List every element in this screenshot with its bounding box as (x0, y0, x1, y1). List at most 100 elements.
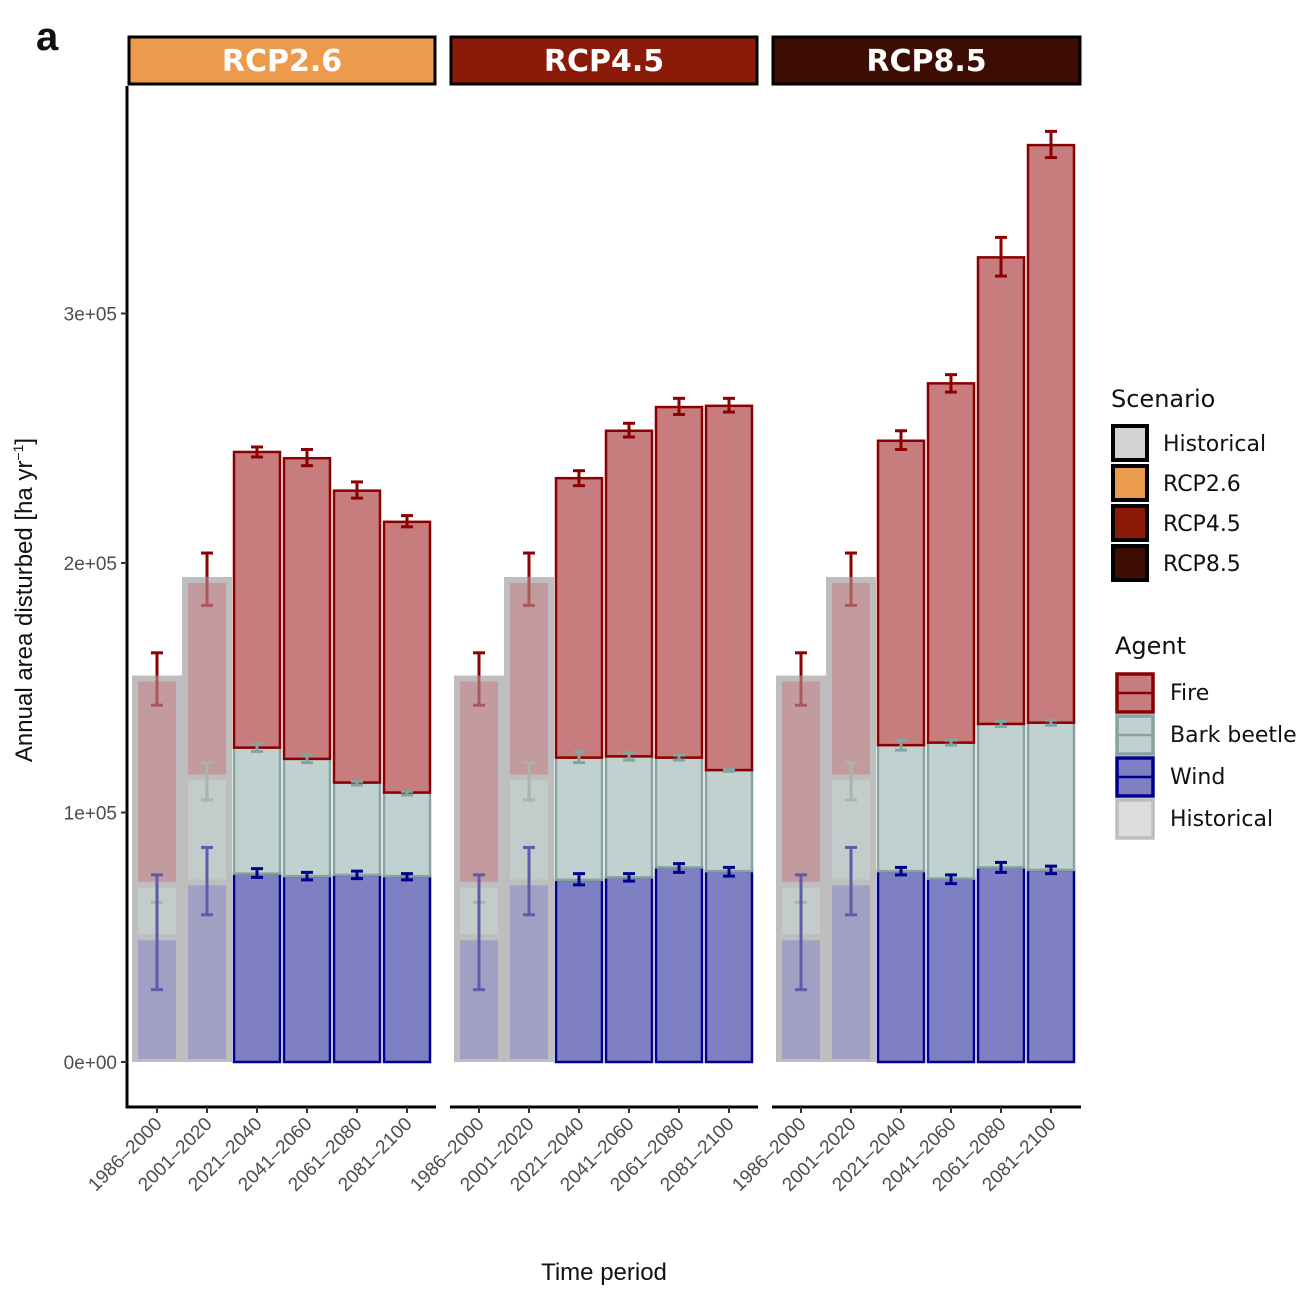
bar-stack (654, 396, 704, 1064)
facet-strip-label: RCP4.5 (544, 44, 664, 79)
bar-segment-fire (704, 404, 754, 772)
errorbar-fire (473, 651, 485, 707)
bar-segment-bark-beetle (554, 756, 604, 882)
errorbar-fire (795, 651, 807, 707)
errorbar-fire (845, 551, 857, 607)
bar-segment-fire (460, 681, 498, 882)
bar-stack (876, 429, 926, 1064)
bar-segment-wind (926, 877, 976, 1064)
errorbar-bark-beetle (201, 761, 213, 802)
bar-stack (232, 445, 282, 1064)
errorbar-bark-beetle (895, 738, 907, 752)
errorbar-wind (351, 869, 363, 881)
bar-segment-fire (654, 405, 704, 759)
errorbar-wind (151, 873, 163, 992)
errorbar-wind (723, 865, 735, 878)
errorbar-fire (151, 651, 163, 707)
errorbar-fire (573, 469, 585, 488)
bar-segment-fire (782, 681, 820, 882)
bar-segment-wind (1026, 868, 1076, 1064)
legend-key-scenario (1111, 504, 1149, 542)
bar-stack (282, 447, 332, 1064)
bar-segment-bark-beetle (604, 755, 654, 879)
bar-segment-wind (876, 869, 926, 1064)
errorbar-bark-beetle (351, 779, 363, 787)
bar-segment-fire (876, 439, 926, 747)
bar-stack (704, 396, 754, 1064)
bar-segment-bark-beetle (232, 746, 282, 875)
facet-strips: RCP2.6 RCP4.5 RCP8.5 (127, 35, 1082, 86)
y-tick-label: 0e+00 (64, 1053, 117, 1074)
legend-label-scenario: RCP2.6 (1163, 472, 1241, 497)
bar-segment-wind (704, 869, 754, 1064)
errorbar-bark-beetle (845, 761, 857, 802)
bar-stack (132, 651, 182, 1062)
x-axis-title: Time period (541, 1259, 667, 1286)
bar-stack (776, 651, 826, 1062)
bar-segment-fire (1026, 143, 1076, 724)
bar-stack (926, 373, 976, 1064)
bar-segment-wind (554, 878, 604, 1064)
errorbar-bark-beetle (1045, 718, 1057, 727)
legend-key-scenario (1111, 424, 1149, 462)
y-axis-title-end: ] (11, 438, 38, 445)
bar-stack (332, 480, 382, 1064)
bar-segment-bark-beetle (1026, 721, 1076, 872)
bar-segment-wind (654, 866, 704, 1064)
errorbar-bark-beetle (301, 753, 313, 765)
errorbar-bark-beetle (573, 749, 585, 765)
legend-label-agent: Bark beetle (1170, 723, 1297, 748)
bar-segment-fire (926, 382, 976, 744)
errorbar-wind (473, 873, 485, 992)
errorbar-wind (1045, 864, 1057, 876)
errorbar-fire (201, 551, 213, 607)
bar-segment-bark-beetle (654, 756, 704, 869)
errorbar-fire (895, 429, 907, 451)
bar-segment-wind (332, 873, 382, 1064)
errorbar-bark-beetle (401, 789, 413, 797)
errorbar-wind (945, 873, 957, 886)
bar-segment-bark-beetle (332, 781, 382, 877)
y-axis-title: Annual area disturbed [ha yr−1] (10, 438, 38, 762)
legend-title-scenario: Scenario (1111, 385, 1215, 413)
bar-segment-fire (188, 582, 226, 775)
errorbar-fire (723, 396, 735, 414)
errorbar-wind (995, 860, 1007, 874)
bar-stack (604, 421, 654, 1064)
errorbar-fire (673, 396, 685, 417)
bar-segment-bark-beetle (926, 741, 976, 880)
y-tick-label: 1e+05 (64, 804, 117, 825)
errorbar-wind (895, 865, 907, 877)
errorbar-wind (623, 872, 635, 883)
bar-stack (182, 551, 232, 1062)
errorbar-fire (401, 514, 413, 529)
errorbar-wind (845, 845, 857, 917)
legend-label-agent: Wind (1170, 765, 1225, 790)
errorbar-wind (401, 872, 413, 882)
legend-title-agent: Agent (1115, 632, 1186, 660)
bar-segment-bark-beetle (976, 722, 1026, 869)
facet-strip-rcp45 (449, 35, 759, 86)
bar-segment-bark-beetle (876, 743, 926, 873)
bars-layer (132, 129, 1076, 1064)
bar-segment-wind (604, 876, 654, 1064)
errorbar-bark-beetle (995, 719, 1007, 728)
bar-segment-fire (976, 256, 1026, 726)
legend-label-agent: Historical (1170, 807, 1273, 832)
errorbar-bark-beetle (673, 753, 685, 762)
bar-stack (504, 551, 554, 1062)
errorbar-wind (573, 872, 585, 887)
legend: Scenario Historical RCP2.6 RCP4.5 RCP8.5 Agen… (1111, 385, 1297, 840)
y-tick-label: 3e+05 (64, 305, 117, 326)
errorbar-fire (301, 447, 313, 468)
bar-stack (976, 235, 1026, 1064)
legend-label-agent: Fire (1170, 681, 1209, 706)
errorbar-wind (523, 845, 535, 917)
bar-segment-fire (382, 520, 432, 794)
bar-segment-fire (232, 450, 282, 749)
legend-label-scenario: RCP4.5 (1163, 512, 1241, 537)
y-axis-title-main: Annual area disturbed [ha yr (11, 461, 38, 763)
legend-key-scenario (1111, 544, 1149, 582)
bar-segment-bark-beetle (704, 768, 754, 873)
bar-segment-fire (332, 489, 382, 784)
